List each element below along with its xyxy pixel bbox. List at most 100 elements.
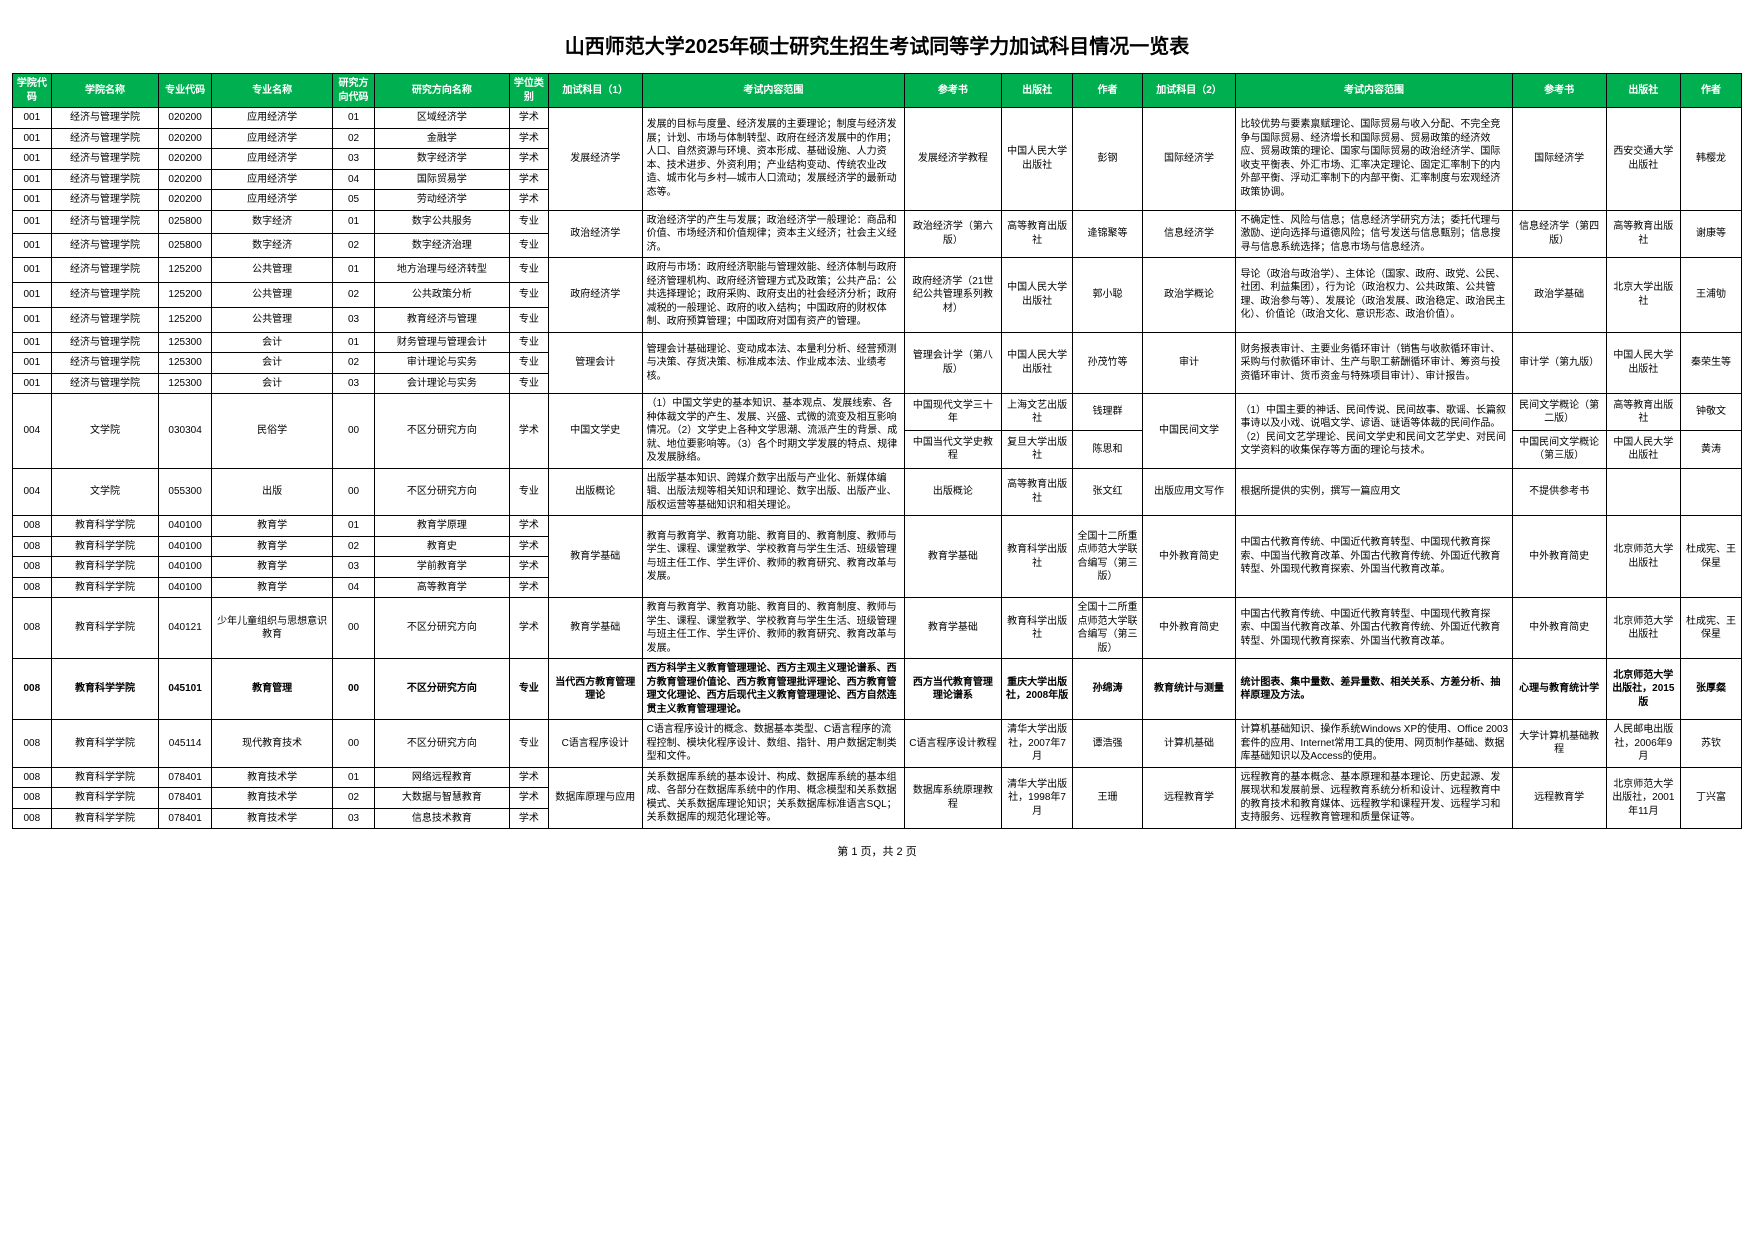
cell: 教育学 (211, 516, 333, 537)
cell: 现代教育技术 (211, 720, 333, 768)
cell: （1）中国文学史的基本知识、基本观点、发展线索、各种体裁文学的产生、发展、兴盛、… (642, 394, 904, 469)
cell: 专业 (510, 258, 549, 283)
cell: 公共管理 (211, 282, 333, 307)
cell: 03 (333, 373, 374, 394)
cell: 王珊 (1073, 767, 1142, 829)
cell: 125200 (159, 282, 211, 307)
cell: 教育技术学 (211, 788, 333, 809)
cell: 经济与管理学院 (51, 282, 159, 307)
cell: 125300 (159, 353, 211, 374)
cell: 055300 (159, 468, 211, 516)
cell: 02 (333, 234, 374, 258)
cell: 125200 (159, 258, 211, 283)
cell: 125300 (159, 373, 211, 394)
cell: 学术 (510, 536, 549, 557)
cell: 00 (333, 659, 374, 720)
cell: 中外教育简史 (1142, 598, 1236, 659)
cell: 中国现代文学三十年 (905, 394, 1002, 431)
cell: 发展的目标与度量、经济发展的主要理论；制度与经济发展；计划、市场与体制转型、政府… (642, 108, 904, 211)
cell: 01 (333, 767, 374, 788)
cell: 应用经济学 (211, 108, 333, 129)
cell: 信息技术教育 (374, 808, 509, 829)
cell: 040100 (159, 577, 211, 598)
cell: 心理与教育统计学 (1512, 659, 1606, 720)
cell: 政治学基础 (1512, 258, 1606, 333)
cell: 经济与管理学院 (51, 149, 159, 170)
cell: 高等教育出版社 (1001, 210, 1073, 258)
cell: 出版学基本知识、跨媒介数字出版与产业化、新媒体编辑、出版法规等相关知识和理论、数… (642, 468, 904, 516)
page-footer: 第 1 页，共 2 页 (12, 843, 1742, 859)
cell: 教育科学学院 (51, 516, 159, 537)
cell: C语言程序设计 (548, 720, 642, 768)
cell: 数字经济学 (374, 149, 509, 170)
cell: 001 (13, 234, 52, 258)
cell: 大数据与智慧教育 (374, 788, 509, 809)
cell: 中外教育简史 (1512, 516, 1606, 598)
cell: 中国人民大学出版社 (1001, 332, 1073, 394)
cell: 清华大学出版社，1998年7月 (1001, 767, 1073, 829)
cell: 统计图表、集中量数、差异量数、相关关系、方差分析、抽样原理及方法。 (1236, 659, 1512, 720)
col-header: 作者 (1681, 74, 1742, 108)
cell: 中国文学史 (548, 394, 642, 469)
cell: 公共政策分析 (374, 282, 509, 307)
main-table: 学院代码学院名称专业代码专业名称研究方向代码研究方向名称学位类别加试科目（1）考… (12, 73, 1742, 829)
cell: 008 (13, 516, 52, 537)
cell: 远程教育的基本概念、基本原理和基本理论、历史起源、发展现状和发展前景、远程教育系… (1236, 767, 1512, 829)
cell: 中国民间文学概论（第三版） (1512, 431, 1606, 468)
cell: 中国人民大学出版社 (1001, 258, 1073, 333)
cell: 数字公共服务 (374, 210, 509, 234)
cell: 孙绵涛 (1073, 659, 1142, 720)
cell: 02 (333, 353, 374, 374)
cell: 008 (13, 720, 52, 768)
cell: 040100 (159, 516, 211, 537)
cell: 政府经济学（21世纪公共管理系列教材） (905, 258, 1002, 333)
col-header: 专业名称 (211, 74, 333, 108)
cell: 专业 (510, 234, 549, 258)
cell: 004 (13, 468, 52, 516)
cell: 04 (333, 577, 374, 598)
cell: 008 (13, 767, 52, 788)
cell: 北京师范大学出版社 (1606, 598, 1681, 659)
cell: 078401 (159, 767, 211, 788)
cell: 经济与管理学院 (51, 190, 159, 211)
cell: 020200 (159, 128, 211, 149)
cell: 经济与管理学院 (51, 353, 159, 374)
cell: 北京师范大学出版社，2015版 (1606, 659, 1681, 720)
cell: 钟敬文 (1681, 394, 1742, 431)
cell: 学术 (510, 190, 549, 211)
cell: 078401 (159, 788, 211, 809)
cell: 导论（政治与政治学）、主体论（国家、政府、政党、公民、社团、利益集团），行为论（… (1236, 258, 1512, 333)
cell: 020200 (159, 190, 211, 211)
cell: 杜成宪、王保星 (1681, 516, 1742, 598)
cell: 全国十二所重点师范大学联合编写（第三版） (1073, 516, 1142, 598)
cell: 125200 (159, 307, 211, 332)
cell: 专业 (510, 332, 549, 353)
cell: 王浦劬 (1681, 258, 1742, 333)
cell: 学术 (510, 767, 549, 788)
cell: 发展经济学 (548, 108, 642, 211)
cell: 教育科学学院 (51, 659, 159, 720)
cell: 出版 (211, 468, 333, 516)
cell: 045101 (159, 659, 211, 720)
cell: 中国民间文学 (1142, 394, 1236, 469)
cell: 教育科学学院 (51, 788, 159, 809)
cell: 02 (333, 128, 374, 149)
cell: 苏钦 (1681, 720, 1742, 768)
cell: 001 (13, 149, 52, 170)
cell: 不确定性、风险与信息；信息经济学研究方法；委托代理与激励、逆向选择与道德风险；信… (1236, 210, 1512, 258)
cell: 国际贸易学 (374, 169, 509, 190)
col-header: 加试科目（1） (548, 74, 642, 108)
cell: 黄涛 (1681, 431, 1742, 468)
cell: 专业 (510, 720, 549, 768)
cell: 数据库系统原理教程 (905, 767, 1002, 829)
cell: 大学计算机基础教程 (1512, 720, 1606, 768)
cell: 教育科学学院 (51, 808, 159, 829)
cell: 020200 (159, 169, 211, 190)
cell: 001 (13, 210, 52, 234)
cell: 审计理论与实务 (374, 353, 509, 374)
cell: 008 (13, 808, 52, 829)
cell: 数字经济 (211, 234, 333, 258)
cell: 经济与管理学院 (51, 332, 159, 353)
cell: 中国当代文学史教程 (905, 431, 1002, 468)
cell: 001 (13, 108, 52, 129)
